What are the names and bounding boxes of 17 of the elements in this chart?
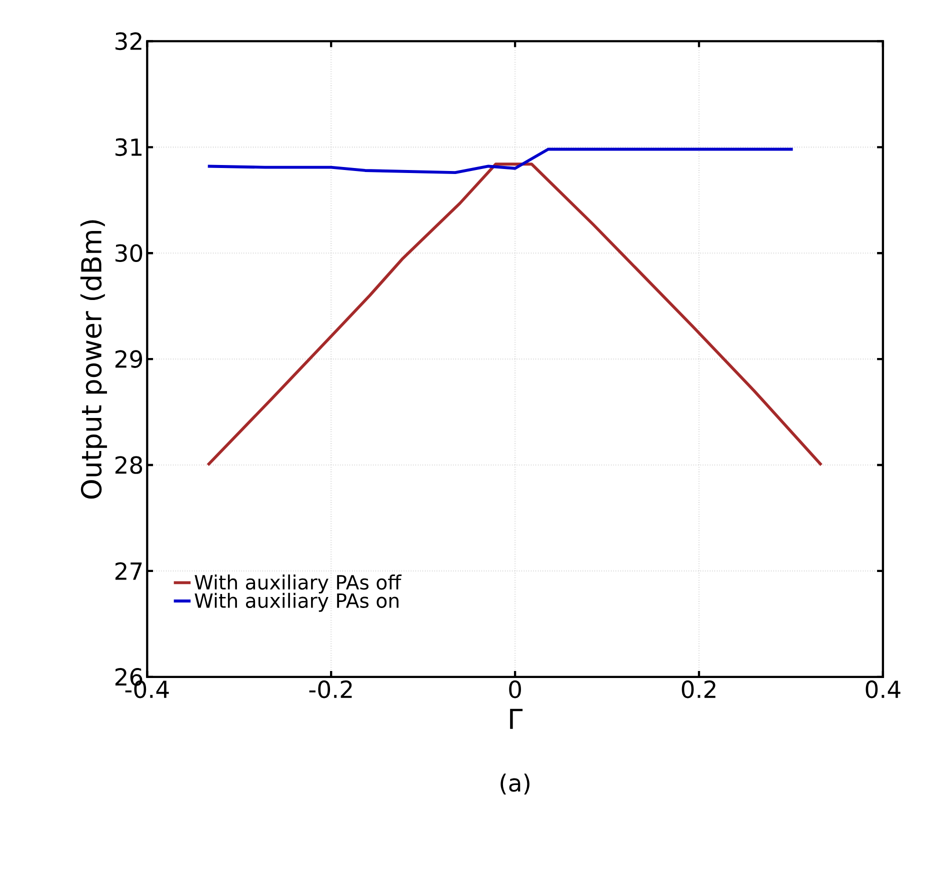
x-tick-label: 0.2 (682, 680, 716, 698)
y-tick-label: 32 (116, 32, 142, 50)
y-tick-label: 31 (116, 138, 142, 156)
line-series (206, 148, 794, 174)
line-series (206, 162, 823, 467)
y-tick-label: 27 (115, 562, 142, 580)
y-tick-label: 28 (115, 456, 142, 474)
legend-label: With auxiliary PAs off (194, 574, 402, 594)
y-tick-label: 29 (115, 350, 142, 368)
y-axis-title: Output power (dBm) (80, 220, 107, 499)
text: (a) (500, 774, 530, 795)
x-tick-label: 0 (509, 680, 521, 698)
x-axis-title: Γ (510, 708, 523, 729)
y-tick-label: 30 (116, 244, 142, 262)
x-tick-label: -0.2 (309, 680, 352, 698)
legend-label: With auxiliary PAs on (194, 592, 398, 612)
x-tick-label: 0.4 (866, 680, 900, 698)
